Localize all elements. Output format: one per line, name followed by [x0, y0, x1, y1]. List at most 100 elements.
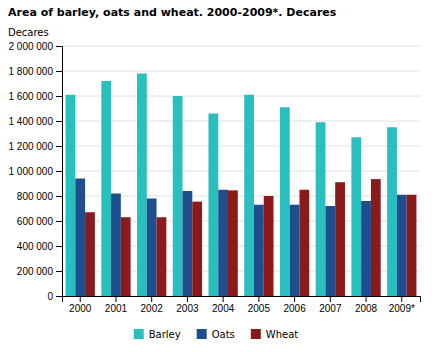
tick: 2009*	[389, 296, 415, 314]
bar	[351, 137, 361, 296]
tick-label: 2006	[283, 303, 306, 314]
tick-mark	[330, 296, 331, 302]
tick-label: 200 000	[17, 266, 54, 277]
tick: 2005	[248, 296, 271, 314]
bar	[147, 199, 157, 297]
series	[85, 179, 416, 296]
bars	[66, 74, 417, 297]
tick-mark	[56, 71, 62, 72]
tick-mark	[80, 296, 81, 302]
legend: Barley Oats Wheat	[134, 329, 299, 340]
tick: 1 800 000	[9, 66, 63, 77]
tick-mark	[56, 246, 62, 247]
tick-label: 2005	[248, 303, 271, 314]
tick-label: 800 000	[17, 191, 54, 202]
tick-mark	[56, 196, 62, 197]
tick: 0	[47, 291, 62, 302]
bar	[290, 205, 300, 296]
grid-line	[62, 96, 420, 97]
tick: 400 000	[17, 241, 62, 252]
legend-swatch	[197, 329, 207, 339]
y-axis: 0 200 000 400 000 600 000 800 000 1 000 000 1 …	[9, 41, 63, 302]
axis-line	[63, 297, 421, 303]
tick: 2007	[319, 296, 342, 314]
series	[66, 74, 397, 297]
bar	[228, 190, 238, 296]
bar	[183, 191, 193, 296]
tick-mark	[223, 296, 224, 302]
bar	[407, 195, 417, 296]
tick: 1 600 000	[9, 91, 63, 102]
tick-mark	[56, 221, 62, 222]
bar	[137, 74, 147, 297]
legend-item: Barley	[134, 329, 181, 340]
tick-label: 1 600 000	[9, 91, 54, 102]
bar	[173, 96, 183, 296]
grid-line	[62, 46, 420, 47]
grid-line	[62, 146, 420, 147]
bar	[335, 182, 345, 296]
tick-label: 0	[47, 291, 53, 302]
tick-mark	[56, 46, 62, 47]
tick-mark	[115, 296, 116, 302]
legend-label: Oats	[212, 329, 235, 340]
bar	[85, 212, 95, 296]
y-axis-label: Decares	[8, 27, 49, 38]
tick-mark	[56, 121, 62, 122]
tick-label: 2002	[141, 303, 164, 314]
legend-label: Barley	[149, 329, 181, 340]
grid-line	[62, 121, 420, 122]
bar	[264, 196, 274, 296]
tick-label: 400 000	[17, 241, 54, 252]
tick-mark	[151, 296, 152, 302]
bar	[111, 194, 121, 297]
tick-mark	[187, 296, 188, 302]
tick-mark	[258, 296, 259, 302]
legend-item: Oats	[197, 329, 235, 340]
bar	[244, 95, 254, 296]
tick-label: 2004	[212, 303, 235, 314]
tick: 800 000	[17, 191, 62, 202]
tick-mark	[401, 296, 402, 302]
tick: 2001	[105, 296, 128, 314]
bar	[387, 127, 397, 296]
tick-mark	[366, 296, 367, 302]
tick-label: 600 000	[17, 216, 54, 227]
legend-label: Wheat	[266, 329, 299, 340]
bar	[192, 202, 202, 296]
axis-line	[56, 47, 63, 297]
chart: Area of barley, oats and wheat. 2000-200…	[0, 0, 432, 352]
tick: 1 200 000	[9, 141, 63, 152]
bar	[254, 205, 264, 296]
tick-label: 2001	[105, 303, 128, 314]
tick: 2008	[355, 296, 378, 314]
bar	[157, 217, 167, 296]
tick-label: 1 200 000	[9, 141, 54, 152]
bar	[397, 195, 407, 296]
plot: Decares 0 200 000 400 000 600 000 800 000 1 00…	[8, 27, 421, 314]
tick-mark	[56, 96, 62, 97]
tick-label: 1 000 000	[9, 166, 54, 177]
tick-mark	[294, 296, 295, 302]
bar	[66, 95, 76, 296]
tick-label: 1 800 000	[9, 66, 54, 77]
bar	[361, 201, 371, 296]
legend-swatch	[134, 329, 144, 339]
series	[75, 179, 406, 297]
tick-label: 2 000 000	[9, 41, 54, 52]
bar	[121, 217, 131, 296]
bar	[218, 190, 228, 296]
legend-swatch	[251, 329, 261, 339]
tick: 1 000 000	[9, 166, 63, 177]
tick-label: 1 400 000	[9, 116, 54, 127]
bar	[325, 206, 335, 296]
tick: 2000	[69, 296, 92, 314]
tick-label: 2008	[355, 303, 378, 314]
bar	[371, 179, 381, 296]
bar	[299, 190, 309, 296]
legend-item: Wheat	[251, 329, 299, 340]
tick: 2003	[176, 296, 199, 314]
title: Area of barley, oats and wheat. 2000-200…	[8, 6, 337, 19]
bar	[316, 122, 326, 296]
tick-mark	[56, 171, 62, 172]
